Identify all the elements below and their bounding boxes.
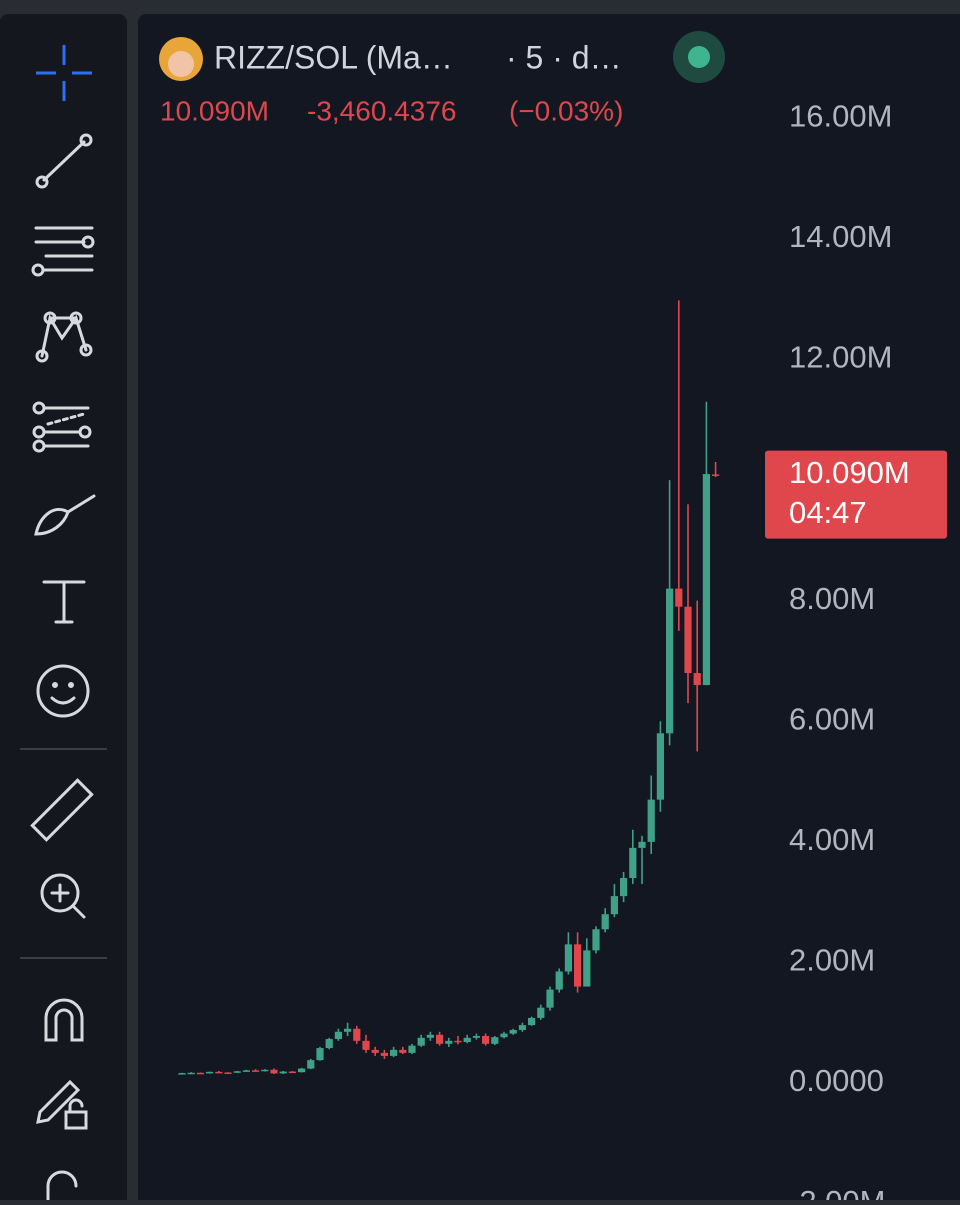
candle-body — [638, 841, 646, 848]
candle-body — [334, 1031, 342, 1040]
candle-body — [555, 971, 563, 990]
candle-body — [712, 474, 720, 476]
candle-body — [647, 799, 655, 842]
candle-body — [279, 1071, 287, 1074]
brush-tool[interactable] — [34, 494, 96, 536]
countdown: 04:47 — [789, 495, 867, 530]
candle-body — [564, 944, 572, 972]
candle-body — [472, 1035, 480, 1038]
candle-body — [316, 1048, 324, 1061]
price-label-box — [765, 450, 947, 539]
magnet-tool[interactable] — [44, 998, 84, 1042]
candle-body — [325, 1039, 333, 1049]
lines-tool[interactable] — [31, 226, 95, 277]
candle-body — [307, 1060, 315, 1069]
candle-body — [371, 1049, 379, 1053]
pattern-tool[interactable] — [35, 311, 93, 363]
candle-body — [270, 1069, 278, 1074]
candle-body — [546, 989, 554, 1008]
candle-body — [399, 1049, 407, 1053]
candle-body — [601, 914, 609, 930]
zoom-tool[interactable] — [40, 873, 86, 919]
fib-tool[interactable] — [32, 401, 92, 453]
candle-body — [518, 1025, 526, 1030]
candle-body — [620, 878, 628, 897]
candle-body — [482, 1035, 490, 1044]
ruler-tool[interactable] — [30, 778, 94, 842]
candle-body — [693, 673, 701, 686]
candle-body — [684, 606, 692, 674]
y-tick-label: 12.00M — [789, 340, 892, 375]
y-tick-label: 6.00M — [789, 701, 875, 736]
text-tool[interactable] — [42, 580, 86, 624]
candle-body — [528, 1017, 536, 1026]
candle-body — [178, 1073, 186, 1075]
candle-body — [408, 1045, 416, 1053]
candle-body — [537, 1007, 545, 1018]
last-price: 10.090M — [160, 95, 269, 126]
candle-body — [629, 847, 637, 879]
y-tick-label: 0.0000 — [789, 1063, 884, 1098]
candle-body — [380, 1052, 388, 1056]
candle-body — [215, 1071, 223, 1074]
status-dot — [688, 46, 710, 68]
y-tick-label: 2.00M — [789, 943, 875, 978]
y-tick-label: 8.00M — [789, 581, 875, 616]
price-change: -3,460.4376 — [307, 95, 456, 126]
candle-body — [500, 1033, 508, 1038]
candle-body — [242, 1070, 250, 1072]
candle-body — [436, 1034, 444, 1044]
candle-body — [666, 588, 674, 734]
candle-body — [353, 1028, 361, 1041]
interval: · 5 · d… — [506, 39, 622, 75]
candle-body — [390, 1049, 398, 1056]
y-tick-label: -2.00M — [789, 1184, 885, 1200]
candle-body — [454, 1040, 462, 1043]
candle-body — [206, 1071, 214, 1074]
y-tick-label: 14.00M — [789, 219, 892, 254]
y-tick-label: 4.00M — [789, 822, 875, 857]
y-tick-label: 16.00M — [789, 98, 892, 133]
candle-body — [298, 1068, 306, 1073]
candle-body — [592, 929, 600, 951]
price-label: 10.090M — [789, 455, 910, 490]
symbol-title[interactable]: RIZZ/SOL (Ma… — [214, 39, 453, 75]
candle-body — [288, 1071, 296, 1074]
candle-body — [417, 1037, 425, 1046]
candle-body — [196, 1072, 204, 1075]
candle-body — [509, 1029, 517, 1034]
candle-body — [491, 1037, 499, 1044]
candle-body — [224, 1072, 232, 1074]
candle-body — [583, 950, 591, 987]
candle-body — [233, 1071, 241, 1073]
candle-body — [445, 1040, 453, 1044]
candle-body — [344, 1028, 352, 1032]
lock-tool[interactable] — [46, 1170, 78, 1202]
price-change-pct: (−0.03%) — [509, 95, 623, 126]
candle-body — [261, 1069, 269, 1072]
candle-body — [252, 1070, 260, 1072]
chart-panel — [138, 14, 960, 1205]
candle-body — [656, 733, 664, 800]
candle-body — [362, 1040, 370, 1050]
avatar-face — [168, 51, 194, 77]
trend-line-tool[interactable] — [35, 133, 93, 189]
candle-body — [463, 1037, 471, 1043]
candle-body — [610, 896, 618, 915]
candle-body — [675, 588, 683, 607]
crosshair-tool[interactable] — [36, 45, 92, 101]
emoji-tool[interactable] — [36, 664, 90, 718]
lock-drawing-tool[interactable] — [36, 1079, 88, 1130]
candle-body — [574, 944, 582, 987]
candle-body — [426, 1034, 434, 1038]
candle-body — [702, 474, 710, 686]
candle-body — [187, 1072, 195, 1075]
